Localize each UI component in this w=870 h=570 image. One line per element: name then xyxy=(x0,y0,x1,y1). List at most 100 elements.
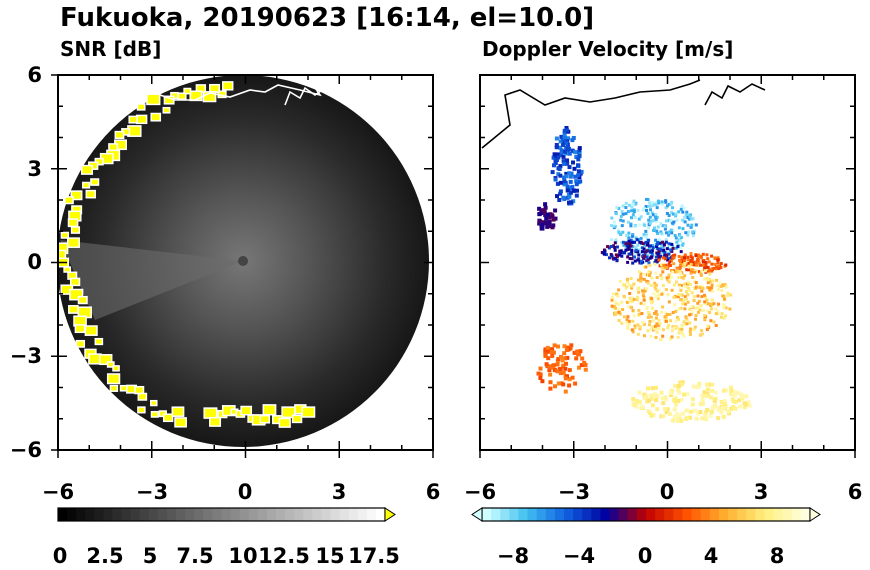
doppler-gate xyxy=(561,154,566,159)
doppler-gate xyxy=(614,238,618,242)
doppler-gate xyxy=(690,223,694,227)
doppler-gate xyxy=(716,310,720,313)
doppler-xtick-label: 0 xyxy=(660,480,675,504)
colorbar-segment xyxy=(591,508,601,521)
doppler-gate xyxy=(650,403,655,408)
doppler-gate xyxy=(688,307,692,311)
doppler-gate xyxy=(647,410,652,415)
doppler-gate xyxy=(659,230,663,234)
doppler-gate xyxy=(564,128,569,133)
doppler-gate xyxy=(701,287,705,290)
doppler-gate xyxy=(650,276,654,280)
doppler-gate xyxy=(689,252,693,255)
snr-echo-block xyxy=(177,92,187,101)
colorbar-segment xyxy=(728,508,738,521)
doppler-gate xyxy=(716,284,720,288)
doppler-gate xyxy=(709,307,713,311)
doppler-gate xyxy=(630,257,634,261)
doppler-gate xyxy=(641,242,645,246)
colorbar-segment xyxy=(646,508,656,521)
doppler-gate xyxy=(565,374,569,379)
doppler-gate xyxy=(712,302,716,306)
doppler-gate xyxy=(613,248,617,252)
doppler-gate xyxy=(602,252,606,256)
doppler-gate xyxy=(731,389,736,394)
doppler-gate xyxy=(669,219,673,222)
doppler-gate xyxy=(556,155,561,160)
doppler-gate xyxy=(660,266,664,270)
doppler-gate xyxy=(553,384,557,389)
snr-echo-block xyxy=(85,189,96,199)
doppler-gate xyxy=(675,266,679,270)
doppler-gate xyxy=(655,330,659,334)
doppler-gate xyxy=(671,206,674,210)
doppler-gate xyxy=(689,213,693,217)
doppler-gate xyxy=(716,405,721,410)
doppler-gate xyxy=(693,279,697,283)
snr-echo-block xyxy=(70,226,81,234)
doppler-gate xyxy=(664,311,668,315)
doppler-gate xyxy=(684,408,689,413)
doppler-gate xyxy=(636,287,640,291)
doppler-gate xyxy=(681,242,685,246)
doppler-gate xyxy=(568,190,573,195)
doppler-gate xyxy=(676,399,681,403)
doppler-gate xyxy=(624,248,628,252)
doppler-gate xyxy=(672,256,676,260)
doppler-gate xyxy=(628,296,632,300)
doppler-gate xyxy=(735,390,740,395)
doppler-gate xyxy=(624,321,628,324)
doppler-gate xyxy=(627,252,631,256)
doppler-gate xyxy=(642,298,646,302)
doppler-gate xyxy=(677,390,681,395)
doppler-gate xyxy=(611,256,615,260)
doppler-gate xyxy=(663,315,667,319)
doppler-gate xyxy=(717,264,721,268)
doppler-gate xyxy=(678,380,683,385)
doppler-gate xyxy=(661,414,666,419)
doppler-gate xyxy=(653,226,656,230)
doppler-gate xyxy=(691,230,695,234)
doppler-gate xyxy=(577,154,582,159)
doppler-gate xyxy=(674,246,678,250)
snr-echo-block xyxy=(67,237,80,248)
snr-echo-block xyxy=(90,178,100,186)
doppler-gate xyxy=(686,223,690,227)
snr-echo-block xyxy=(135,114,148,125)
snr-echo-block xyxy=(136,103,146,111)
doppler-gate xyxy=(722,306,726,310)
doppler-gate xyxy=(563,366,568,371)
doppler-gate xyxy=(683,216,687,219)
doppler-gate xyxy=(655,289,659,293)
doppler-gate xyxy=(717,287,720,291)
doppler-gate xyxy=(700,269,704,273)
colorbar-segment xyxy=(139,508,150,521)
doppler-gate xyxy=(639,325,643,329)
doppler-gate xyxy=(631,213,635,217)
colorbar-segment xyxy=(294,508,304,521)
doppler-colorbar-tick: −4 xyxy=(563,544,595,568)
doppler-gate xyxy=(683,262,687,265)
doppler-gate xyxy=(561,382,566,387)
doppler-gate xyxy=(670,259,673,263)
doppler-gate xyxy=(681,255,684,259)
doppler-gate xyxy=(616,294,620,298)
doppler-gate xyxy=(552,343,557,348)
doppler-gate xyxy=(703,293,706,297)
doppler-gate xyxy=(729,392,734,397)
colorbar-segment xyxy=(564,508,574,521)
doppler-gate xyxy=(570,148,575,153)
doppler-gate xyxy=(637,248,641,252)
doppler-gate xyxy=(567,151,572,156)
doppler-gate xyxy=(561,363,566,368)
doppler-gate xyxy=(629,306,633,309)
doppler-gate xyxy=(704,263,708,267)
doppler-gate xyxy=(574,179,579,184)
colorbar-segment xyxy=(303,508,313,521)
doppler-gate xyxy=(556,172,561,177)
doppler-gate xyxy=(606,245,610,249)
doppler-gate xyxy=(620,210,624,214)
doppler-gate xyxy=(562,161,567,166)
doppler-gate xyxy=(550,353,555,358)
doppler-gate xyxy=(720,312,724,316)
